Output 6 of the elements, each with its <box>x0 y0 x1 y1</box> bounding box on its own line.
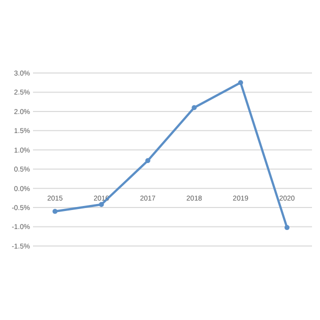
point <box>145 158 150 164</box>
point <box>192 105 197 110</box>
point <box>284 225 290 230</box>
point <box>98 202 104 207</box>
point <box>52 208 58 214</box>
point <box>238 80 244 86</box>
